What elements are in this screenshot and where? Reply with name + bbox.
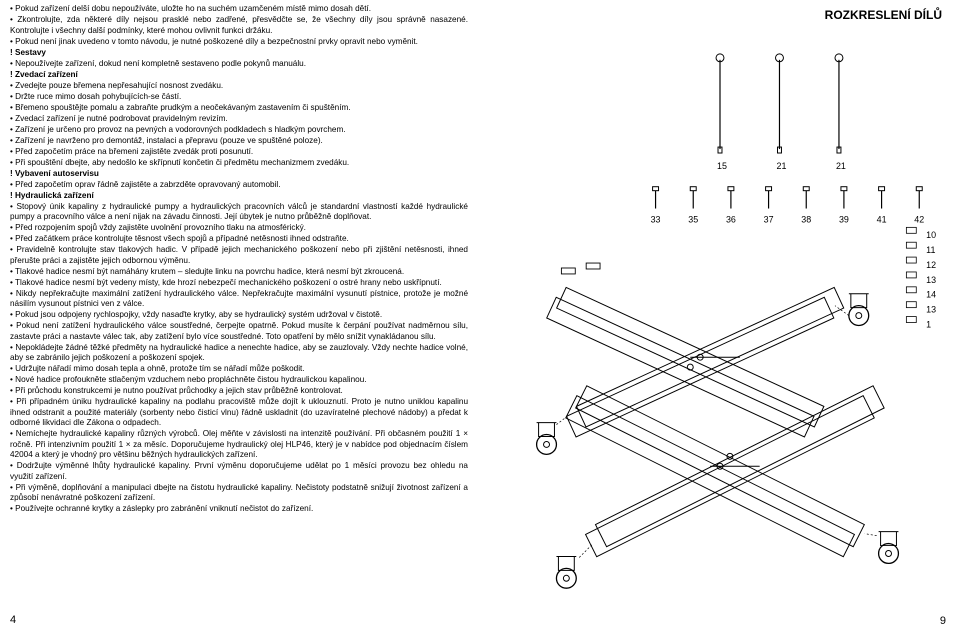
bullet-line: • Zařízení je navrženo pro demontáž, ins… <box>10 136 468 147</box>
bullet-line: • Stopový únik kapaliny z hydraulické pu… <box>10 202 468 223</box>
page-number-left: 4 <box>10 613 16 627</box>
right-page-title: ROZKRESLENÍ DÍLŮ <box>825 8 942 22</box>
bullet-line: • Pokud není zatížení hydraulického válc… <box>10 321 468 342</box>
bullet-line: • Zvedejte pouze břemena nepřesahující n… <box>10 81 468 92</box>
bullet-line: • Při průchodu konstrukcemi je nutno pou… <box>10 386 468 397</box>
svg-text:39: 39 <box>839 214 849 224</box>
bullet-line: • Nepoužívejte zařízení, dokud není komp… <box>10 59 468 70</box>
bullet-line: • Při spouštění dbejte, aby nedošlo ke s… <box>10 158 468 169</box>
page-number-right: 9 <box>940 615 946 627</box>
bullet-line: • Tlakové hadice nesmí být namáhány krut… <box>10 267 468 278</box>
bullet-line: • Pokud zařízení delší dobu nepoužíváte,… <box>10 4 468 15</box>
svg-text:15: 15 <box>717 161 727 171</box>
bullet-line: • Pokud není jinak uvedeno v tomto návod… <box>10 37 468 48</box>
bullet-line: • Nepokládejte žádné těžké předměty na h… <box>10 343 468 364</box>
section-heading: ! Sestavy <box>10 48 468 59</box>
svg-text:37: 37 <box>764 214 774 224</box>
bullet-line: • Před rozpojením spojů vždy zajistěte u… <box>10 223 468 234</box>
bullet-line: • Břemeno spouštějte pomalu a zabraňte p… <box>10 103 468 114</box>
bullet-line: • Před započetím práce na břemeni zajist… <box>10 147 468 158</box>
bullet-line: • Nemíchejte hydraulické kapaliny různýc… <box>10 429 468 461</box>
left-page: • Pokud zařízení delší dobu nepoužíváte,… <box>0 0 480 633</box>
bullet-line: • Používejte ochranné krytky a záslepky … <box>10 504 468 515</box>
svg-text:33: 33 <box>651 214 661 224</box>
parts-diagram: 15 21 21 33 35 36 37 38 39 41 4210 11 12 13 14 13 1 <box>492 40 948 595</box>
svg-text:11: 11 <box>926 245 935 255</box>
svg-text:35: 35 <box>688 214 698 224</box>
svg-text:41: 41 <box>877 214 887 224</box>
bullet-line: • Nové hadice profoukněte stlačeným vzdu… <box>10 375 468 386</box>
svg-text:10: 10 <box>926 230 936 240</box>
bullet-line: • Držte ruce mimo dosah pohybujících-se … <box>10 92 468 103</box>
bullet-line: • Zařízení je určeno pro provoz na pevný… <box>10 125 468 136</box>
bullet-line: • Pravidelně kontrolujte stav tlakových … <box>10 245 468 266</box>
bullet-line: • Dodržujte výměnné lhůty hydraulické ka… <box>10 461 468 482</box>
bullet-line: • Nikdy nepřekračujte maximální zatížení… <box>10 289 468 310</box>
bullet-line: • Při výměně, doplňování a manipulaci db… <box>10 483 468 504</box>
svg-text:13: 13 <box>926 275 936 285</box>
bullet-line: • Udržujte nářadí mimo dosah tepla a ohn… <box>10 364 468 375</box>
svg-text:12: 12 <box>926 260 936 270</box>
svg-text:14: 14 <box>926 290 936 300</box>
bullet-line: • Tlakové hadice nesmí být vedeny místy,… <box>10 278 468 289</box>
svg-text:21: 21 <box>777 161 787 171</box>
svg-text:13: 13 <box>926 305 936 315</box>
svg-text:38: 38 <box>801 214 811 224</box>
manual-text: • Pokud zařízení delší dobu nepoužíváte,… <box>10 4 468 515</box>
svg-text:42: 42 <box>914 214 924 224</box>
section-heading: ! Vybavení autoservisu <box>10 169 468 180</box>
bullet-line: • Zkontrolujte, zda některé díly nejsou … <box>10 15 468 36</box>
svg-text:1: 1 <box>926 319 931 329</box>
svg-text:36: 36 <box>726 214 736 224</box>
svg-text:21: 21 <box>836 161 846 171</box>
bullet-line: • Při případném úniku hydraulické kapali… <box>10 397 468 429</box>
right-page: ROZKRESLENÍ DÍLŮ 15212133353637383941421… <box>480 0 960 633</box>
section-heading: ! Hydraulická zařízení <box>10 191 468 202</box>
bullet-line: • Před započetím oprav řádně zajistěte a… <box>10 180 468 191</box>
bullet-line: • Před začátkem práce kontrolujte těsnos… <box>10 234 468 245</box>
bullet-line: • Zvedací zařízení je nutné podrobovat p… <box>10 114 468 125</box>
section-heading: ! Zvedací zařízení <box>10 70 468 81</box>
bullet-line: • Pokud jsou odpojeny rychlospojky, vždy… <box>10 310 468 321</box>
